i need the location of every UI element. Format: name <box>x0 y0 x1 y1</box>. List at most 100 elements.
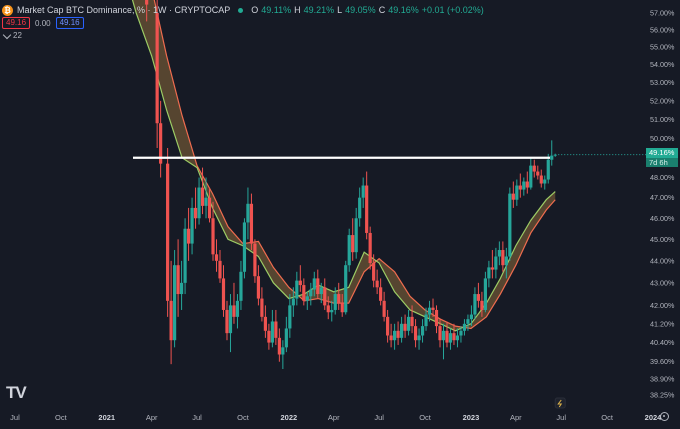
candle-body <box>347 235 351 266</box>
candle-body <box>438 326 442 341</box>
candle-body <box>473 294 477 315</box>
ohlc-change: +0.01 (+0.02%) <box>421 5 484 15</box>
candle-body <box>406 316 411 331</box>
candle-body <box>483 278 487 310</box>
ohlc-open-key: O <box>251 5 259 15</box>
candle-body <box>448 333 453 343</box>
candle-body <box>344 265 348 313</box>
candle-body <box>351 235 355 253</box>
candle-body <box>242 222 247 272</box>
ohlc-high: 49.21% <box>303 5 335 15</box>
ohlc-values: O 49.11% H 49.21% L 49.05% C 49.16% +0.01 (+… <box>251 5 484 15</box>
symbol-title[interactable]: Market Cap BTC Dominance, % · 1W · CRYPT… <box>17 5 231 15</box>
candle-body <box>193 207 198 219</box>
candle-body <box>256 276 261 299</box>
candle-body <box>508 193 512 257</box>
x-tick-label: Apr <box>510 413 522 422</box>
candle-body <box>427 307 432 315</box>
candle-body <box>190 207 194 244</box>
candle-body <box>553 154 557 156</box>
candle-body <box>382 300 386 317</box>
candle-body <box>239 271 243 301</box>
candle-body <box>225 309 229 334</box>
candle-body <box>295 280 299 299</box>
candle-body <box>235 300 240 317</box>
candle-body <box>166 163 170 301</box>
x-tick-label: Oct <box>419 413 432 422</box>
y-tick-label: 38.25% <box>650 390 675 399</box>
candle-body <box>536 171 540 176</box>
candle-body <box>183 228 187 283</box>
candle-body <box>249 203 254 244</box>
chevron-down-icon <box>2 30 12 39</box>
sell-price-button[interactable]: 49.16 <box>2 17 31 29</box>
candle-body <box>487 267 491 279</box>
candle-body <box>399 323 404 338</box>
ohlc-close: 49.16% <box>388 5 419 15</box>
y-tick-label: 52.00% <box>650 96 675 105</box>
buy-price-button[interactable]: 49.16 <box>55 17 84 29</box>
candle-body <box>246 203 250 223</box>
candle-body <box>476 294 481 301</box>
candle-body <box>546 159 550 180</box>
candle-body <box>263 316 267 331</box>
ohlc-high-key: H <box>294 5 301 15</box>
candle-body <box>529 165 533 188</box>
candle-body <box>319 287 323 295</box>
candle-body <box>441 330 446 341</box>
candle-body <box>277 337 281 355</box>
gear-icon[interactable] <box>660 412 669 421</box>
slow-ma-line <box>153 0 556 330</box>
moving-average-ribbon <box>131 0 556 332</box>
candle-body <box>525 181 529 188</box>
candle-body <box>309 289 313 297</box>
last-price-label: 49.16% <box>646 148 678 158</box>
candle-body <box>497 250 501 257</box>
candle-body <box>420 326 425 336</box>
bar-countdown-label: 7d 6h <box>646 158 678 167</box>
chart-area[interactable] <box>0 0 645 400</box>
candle-body <box>459 330 463 336</box>
y-tick-label: 50.00% <box>650 134 675 143</box>
candle-body <box>494 256 498 270</box>
candle-body <box>186 228 191 244</box>
y-tick-label: 51.00% <box>650 115 675 124</box>
time-axis[interactable]: Jul Oct 2021 Apr Jul Oct 2022 Apr Jul Oct 2023 Apr J… <box>10 397 662 422</box>
candle-body <box>155 12 159 124</box>
indicators-toggle[interactable]: 22 <box>2 30 22 40</box>
x-tick-label: Jul <box>556 413 566 422</box>
ohlc-open: 49.11% <box>261 5 292 15</box>
candle-body <box>145 0 149 5</box>
candle-body <box>291 298 295 306</box>
candle-body <box>522 181 526 190</box>
candle-body <box>312 278 316 290</box>
candle-body <box>410 316 414 327</box>
candle-body <box>490 267 494 270</box>
candle-body <box>417 335 421 341</box>
x-tick-label: Jul <box>10 413 20 422</box>
candle-body <box>518 185 522 190</box>
indicators-count: 22 <box>13 31 22 40</box>
candle-body <box>207 197 212 219</box>
market-status-icon <box>238 7 244 13</box>
x-tick-label: 2021 <box>98 413 115 422</box>
tradingview-logo[interactable]: TV <box>6 383 27 402</box>
price-axis[interactable]: 57.00% 56.00% 55.00% 54.00% 53.00% 52.00% 51.0… <box>650 8 675 399</box>
candle-body <box>452 333 456 341</box>
candle-body <box>445 330 449 343</box>
candle-body <box>469 314 474 320</box>
bar-marker <box>554 397 566 409</box>
candle-body <box>532 165 536 172</box>
candle-body <box>550 155 554 160</box>
candle-body <box>372 263 376 281</box>
y-tick-label: 42.00% <box>650 301 675 310</box>
candle-body <box>214 254 219 261</box>
candle-body <box>455 335 460 341</box>
candle-body <box>302 285 306 301</box>
candle-body <box>389 335 393 341</box>
y-tick-label: 46.00% <box>650 214 675 223</box>
candle-body <box>365 185 369 233</box>
candle-body <box>337 294 341 304</box>
candle-body <box>462 323 467 331</box>
